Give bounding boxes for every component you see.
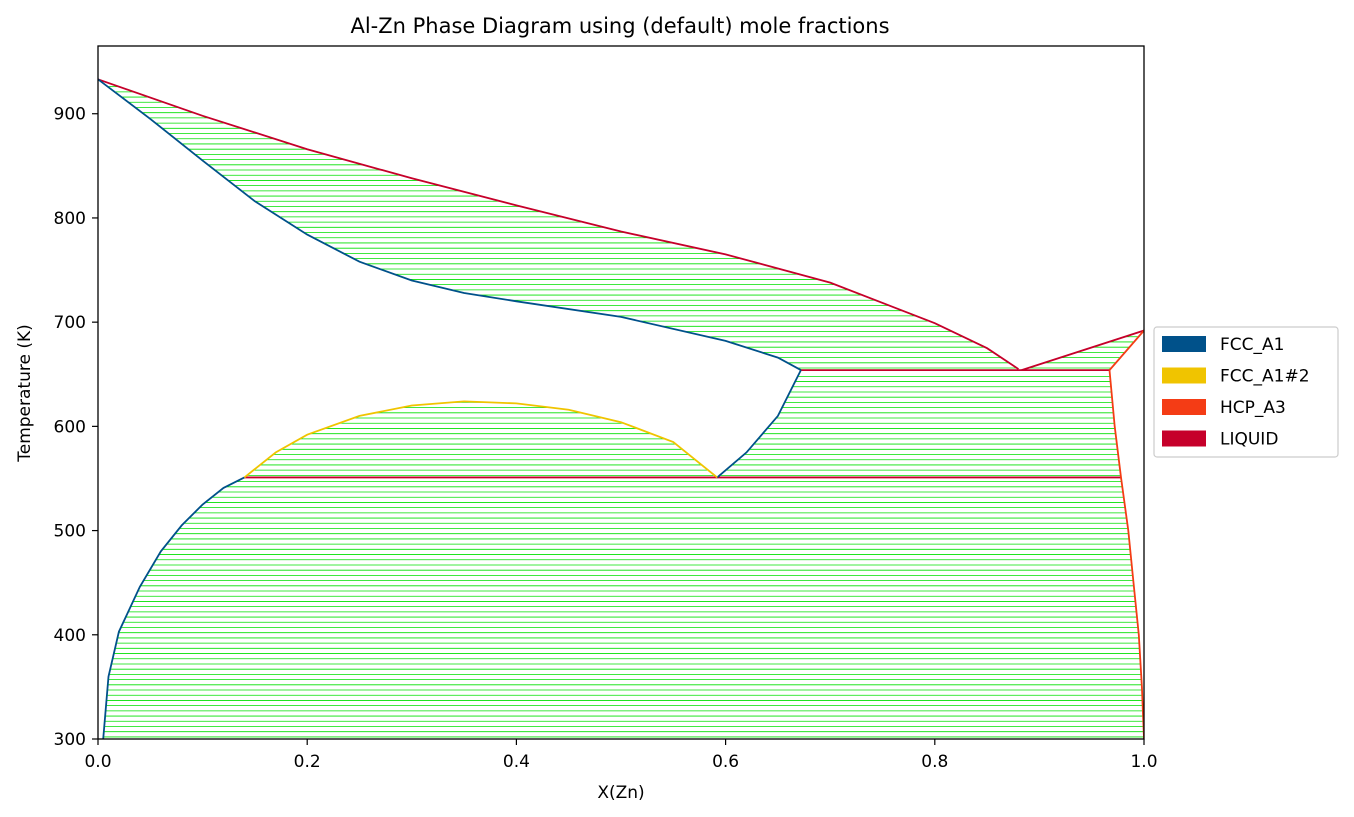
legend-swatch [1162,367,1206,384]
x-axis-ticks: 0.0 0.2 0.4 0.6 0.8 1.0 [84,739,1158,772]
boundary-hcp-a3 [1108,370,1144,739]
legend-label: FCC_A1 [1220,335,1284,355]
boundary-fcc-a1-2 [243,400,718,479]
boundary-fcc-a1 [98,78,802,371]
phase-boundaries [98,78,1144,739]
y-tick-label: 900 [54,105,86,125]
y-tick-label: 800 [54,209,86,229]
x-tick-label: 0.2 [294,752,321,772]
y-tick-label: 300 [54,730,86,750]
boundary-liquid [98,78,1019,370]
legend-swatch [1162,336,1206,352]
legend-label: HCP_A3 [1220,398,1286,418]
x-tick-label: 0.0 [84,752,111,772]
boundary-fcc-a1 [716,369,802,479]
legend-box [1153,326,1339,458]
boundary-hcp-a3 [1108,329,1144,371]
chart-title: Al-Zn Phase Diagram using (default) mole… [350,14,889,38]
y-tick-label: 500 [54,522,86,542]
x-axis-label: X(Zn) [597,783,644,803]
y-tick-label: 700 [54,313,86,333]
boundary-liquid [1021,329,1144,371]
x-tick-label: 0.8 [921,752,948,772]
legend-label: FCC_A1#2 [1220,367,1310,387]
x-tick-label: 1.0 [1130,752,1157,772]
plot-frame [97,45,1145,740]
x-tick-label: 0.6 [712,752,739,772]
tie-lines [100,81,1144,738]
legend-label: LIQUID [1220,430,1278,450]
x-tick-label: 0.4 [503,752,530,772]
legend: FCC_A1 FCC_A1#2 HCP_A3 LIQUID [1153,326,1339,458]
legend-swatch [1162,430,1206,447]
y-tick-label: 400 [54,626,86,646]
boundary-fcc-a1 [102,476,245,739]
y-axis-ticks: 300 400 500 600 700 800 900 [54,105,98,750]
legend-swatch [1162,399,1206,415]
y-axis-label: Temperature (K) [15,324,35,463]
y-tick-label: 600 [54,417,86,437]
